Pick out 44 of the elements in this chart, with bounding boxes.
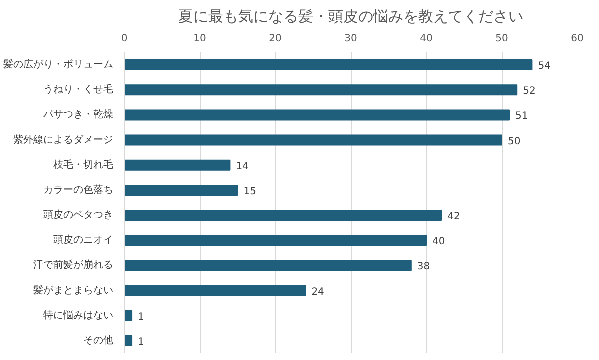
bar <box>124 260 412 272</box>
bar <box>124 285 306 296</box>
y-tick-label: 頭皮のベタつき <box>44 209 114 222</box>
data-label: 24 <box>312 286 324 298</box>
bar <box>124 160 231 171</box>
bar <box>124 60 533 71</box>
y-tick-label: 紫外線によるダメージ <box>14 134 114 146</box>
x-tick-label: 40 <box>420 34 433 44</box>
data-label: 15 <box>244 186 256 198</box>
y-tick-label: 特に悩みはない <box>44 309 114 322</box>
y-tick-label: カラーの色落ち <box>44 184 114 196</box>
data-label: 54 <box>538 61 551 72</box>
bar <box>124 310 133 322</box>
data-label: 1 <box>138 336 144 348</box>
x-tick-label: 0 <box>121 34 128 44</box>
data-label: 40 <box>432 236 446 248</box>
y-tick-label: 汗で前髪が崩れる <box>34 259 114 272</box>
x-tick-label: 50 <box>496 34 508 44</box>
data-label: 52 <box>523 86 536 98</box>
y-tick-label: 髪の広がり・ボリューム <box>4 58 114 71</box>
bar <box>124 184 238 196</box>
x-tick-label: 10 <box>194 34 206 44</box>
bar <box>124 210 442 222</box>
y-tick-label: うねり・くせ毛 <box>44 84 114 96</box>
x-tick-label: 20 <box>269 34 282 44</box>
y-tick-label: 頭皮のニオイ <box>54 234 114 246</box>
y-tick-label: その他 <box>84 334 114 346</box>
bar <box>124 235 427 246</box>
bar <box>124 110 510 121</box>
y-tick-label: 髪がまとまらない <box>34 284 114 296</box>
y-tick-label: パサつき・乾燥 <box>42 108 114 121</box>
data-label: 1 <box>138 312 144 323</box>
data-label: 50 <box>508 136 521 148</box>
x-tick-label: 30 <box>344 34 358 44</box>
data-label: 14 <box>236 161 249 172</box>
x-tick-label: 60 <box>571 34 584 44</box>
y-tick-label: 枝毛・切れ毛 <box>52 158 114 171</box>
data-label: 38 <box>417 262 430 273</box>
data-label: 51 <box>516 111 528 122</box>
bar <box>124 335 133 346</box>
data-label: 42 <box>448 212 460 223</box>
bar <box>124 134 502 146</box>
chart-title: 夏に最も気になる髪・頭皮の悩みを教えてください <box>178 8 524 26</box>
bar <box>124 84 518 96</box>
